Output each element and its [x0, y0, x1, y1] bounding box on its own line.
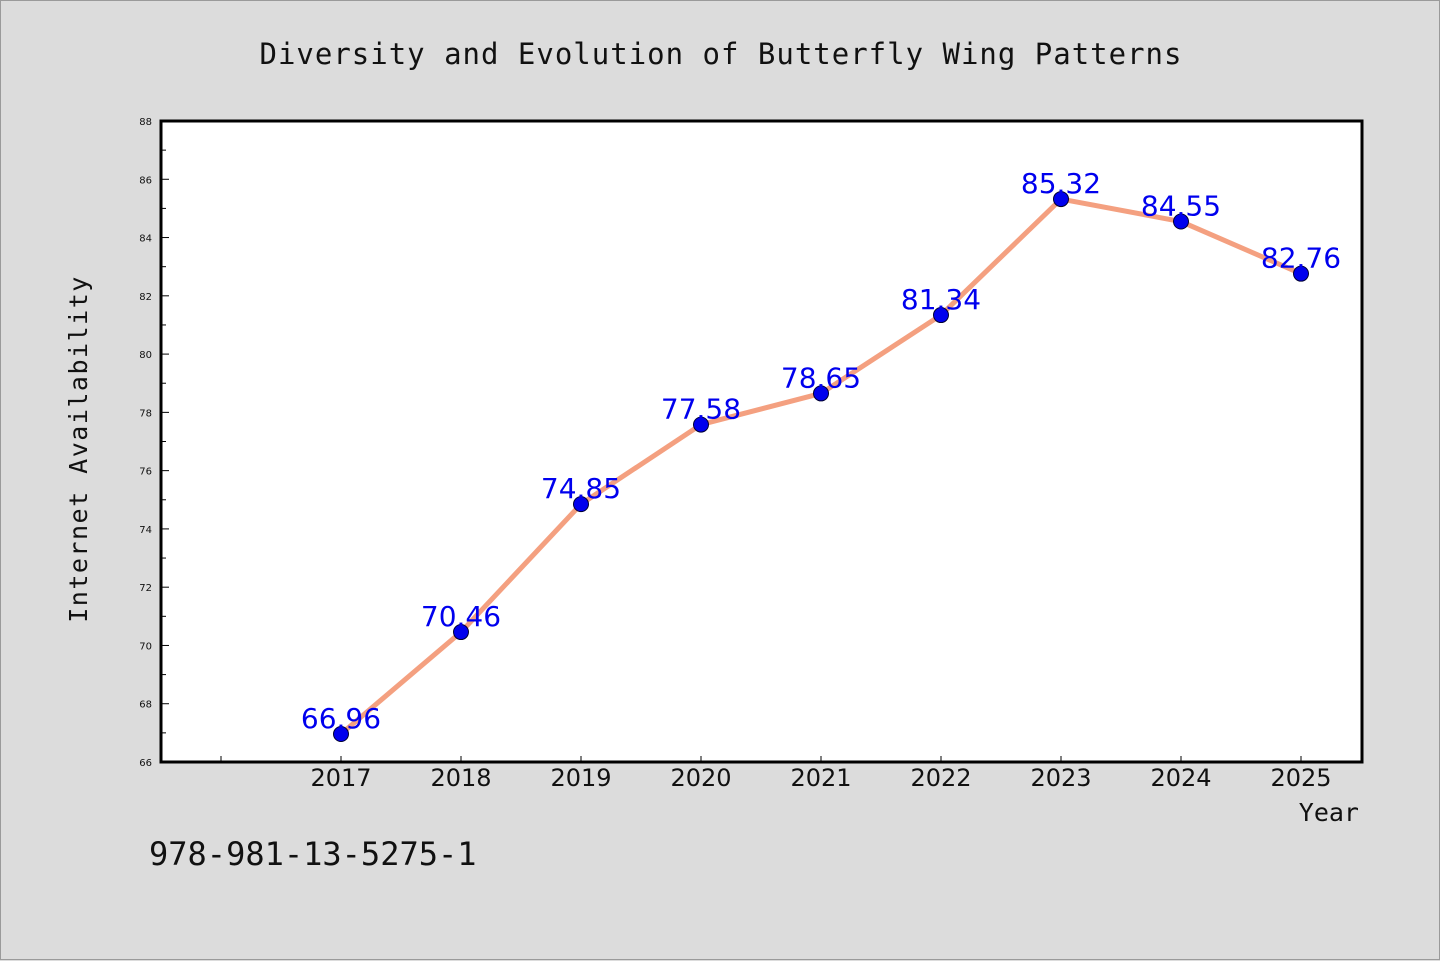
- y-tick-label: 72: [139, 583, 152, 594]
- data-point: [453, 624, 469, 641]
- x-tick-label: 2017: [310, 764, 371, 792]
- data-label: 74.85: [541, 472, 621, 505]
- x-tick-label: 2025: [1270, 764, 1331, 792]
- data-label: 81.34: [901, 283, 981, 316]
- y-axis-label: Internet Availability: [64, 275, 93, 623]
- data-point: [933, 307, 949, 324]
- x-tick-label: 2023: [1030, 764, 1091, 792]
- y-tick-label: 70: [139, 641, 152, 652]
- data-label: 70.46: [421, 600, 501, 633]
- data-point: [573, 496, 589, 513]
- data-label: 84.55: [1141, 190, 1221, 223]
- data-point: [1173, 213, 1189, 230]
- series-layer: 66.96 70.46 74.85 77.58 78.65 81.34 85.32 84.55…: [301, 167, 1341, 743]
- x-tick-label: 2019: [550, 764, 611, 792]
- x-tick-label: 2021: [790, 764, 851, 792]
- plot-area: [159, 119, 1364, 764]
- y-tick-label: 80: [139, 350, 152, 361]
- data-label: 66.96: [301, 702, 381, 735]
- data-point: [693, 416, 709, 433]
- y-tick-label: 74: [139, 525, 152, 536]
- y-tick-label: 76: [139, 467, 152, 478]
- y-tick-label: 86: [139, 175, 152, 186]
- data-point: [813, 385, 829, 402]
- data-point: [1293, 265, 1309, 282]
- x-tick-label: 2018: [430, 764, 491, 792]
- y-tick-label: 82: [139, 292, 152, 303]
- data-label: 77.58: [661, 393, 741, 426]
- footer-identifier: 978-981-13-5275-1: [149, 835, 477, 873]
- y-tick-label: 66: [139, 758, 152, 769]
- x-tick-label: 2020: [670, 764, 731, 792]
- x-tick-label: 2022: [910, 764, 971, 792]
- data-label: 78.65: [781, 361, 861, 394]
- chart-title: Diversity and Evolution of Butterfly Win…: [260, 37, 1183, 71]
- data-point: [1053, 191, 1069, 208]
- y-tick-label: 84: [139, 234, 152, 245]
- y-tick-label: 88: [139, 117, 152, 128]
- x-axis: 2017 2018 2019 2020 2021 2022 2023 2024 2025: [220, 756, 1332, 792]
- data-label: 82.76: [1261, 242, 1341, 275]
- x-tick-label: 2024: [1150, 764, 1211, 792]
- y-tick-label: 68: [139, 700, 152, 711]
- y-axis: 66 68 70 72 74 76 78 80 82 84 86 88: [139, 117, 169, 769]
- data-label: 85.32: [1021, 167, 1101, 200]
- data-point: [333, 726, 349, 743]
- x-axis-label: Year: [1299, 798, 1359, 827]
- y-tick-label: 78: [139, 408, 152, 419]
